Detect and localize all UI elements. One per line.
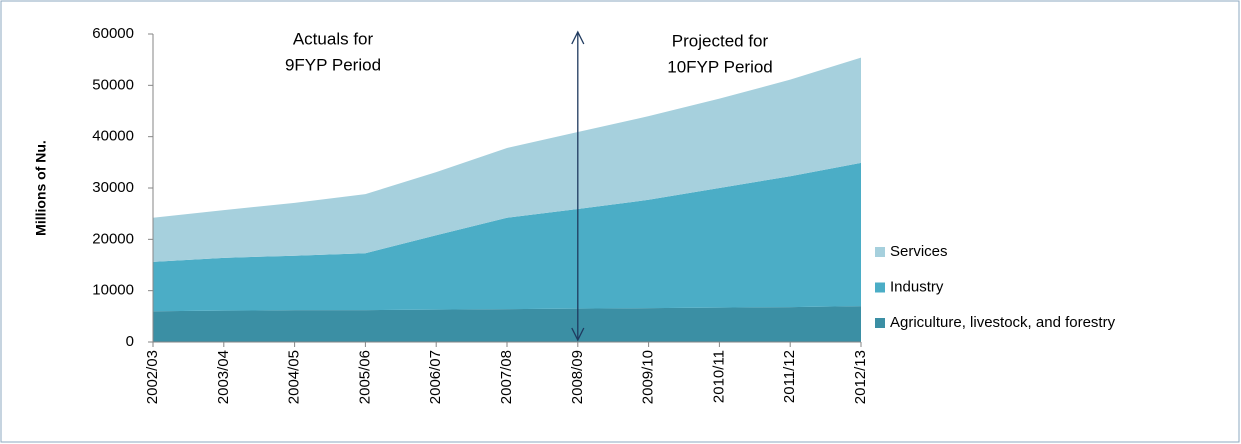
arrow-head [571, 327, 585, 342]
x-tick-label: 2005/06 [356, 350, 373, 404]
y-tick-label: 20000 [92, 230, 134, 247]
x-tick-label: 2003/04 [215, 350, 232, 404]
area [153, 306, 861, 342]
x-tick-label: 2008/09 [569, 350, 586, 404]
y-axis-title: Millions of Nu. [33, 140, 49, 236]
area [153, 162, 861, 312]
annotation: Actuals for [293, 29, 374, 48]
annotation: 9FYP Period [285, 55, 381, 74]
area [153, 57, 861, 262]
legend-label: Agriculture, livestock, and forestry [890, 314, 1116, 331]
x-tick-label: 2009/10 [640, 350, 657, 404]
x-tick-label: 2010/11 [710, 350, 727, 403]
x-tick-label: 2012/13 [852, 350, 869, 404]
x-tick-label: 2007/08 [498, 350, 515, 404]
plot-area [153, 57, 861, 342]
y-tick-label: 40000 [92, 128, 134, 145]
y-tick-label: 60000 [92, 25, 134, 42]
legend-swatch [875, 318, 885, 328]
y-tick-label: 30000 [92, 179, 134, 196]
legend-label: Industry [890, 278, 944, 295]
y-tick-label: 0 [126, 333, 134, 350]
x-tick-label: 2004/05 [286, 350, 303, 404]
annotation: Projected for [672, 31, 769, 50]
x-tick-label: 2002/03 [144, 350, 161, 404]
x-tick-label: 2006/07 [427, 350, 444, 404]
y-tick-label: 50000 [92, 76, 134, 93]
legend-swatch [875, 247, 885, 257]
legend-swatch [875, 282, 885, 293]
arrow-head [571, 30, 585, 45]
x-tick-label: 2011/12 [781, 350, 798, 403]
annotation: 10FYP Period [667, 57, 773, 76]
legend-label: Services [890, 243, 948, 260]
y-tick-label: 10000 [92, 282, 134, 299]
